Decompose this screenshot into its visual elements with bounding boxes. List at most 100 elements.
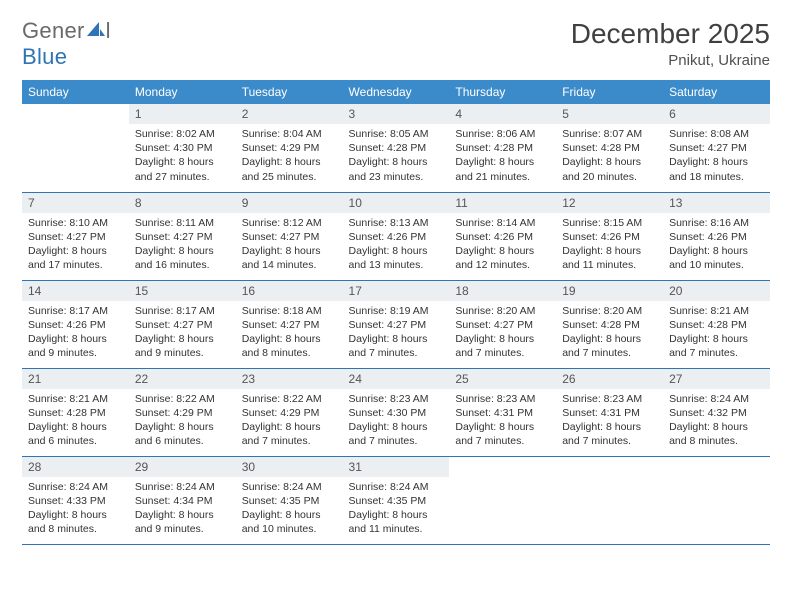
weekday-header: Tuesday [236, 80, 343, 104]
sunset-line: Sunset: 4:27 PM [242, 318, 337, 332]
daylight-line: and 11 minutes. [562, 258, 657, 272]
calendar-day-cell: 28Sunrise: 8:24 AMSunset: 4:33 PMDayligh… [22, 456, 129, 544]
daylight-line: Daylight: 8 hours [242, 508, 337, 522]
day-number: 14 [22, 281, 129, 301]
day-body: Sunrise: 8:07 AMSunset: 4:28 PMDaylight:… [556, 124, 663, 188]
sunset-line: Sunset: 4:30 PM [349, 406, 444, 420]
weekday-header: Thursday [449, 80, 556, 104]
sunrise-line: Sunrise: 8:11 AM [135, 216, 230, 230]
calendar-week-row: 1Sunrise: 8:02 AMSunset: 4:30 PMDaylight… [22, 104, 770, 192]
sunset-line: Sunset: 4:29 PM [135, 406, 230, 420]
daylight-line: and 9 minutes. [28, 346, 123, 360]
weekday-header: Friday [556, 80, 663, 104]
day-body: Sunrise: 8:11 AMSunset: 4:27 PMDaylight:… [129, 213, 236, 277]
daylight-line: Daylight: 8 hours [349, 155, 444, 169]
daylight-line: Daylight: 8 hours [28, 332, 123, 346]
sunrise-line: Sunrise: 8:20 AM [455, 304, 550, 318]
day-body: Sunrise: 8:15 AMSunset: 4:26 PMDaylight:… [556, 213, 663, 277]
sunrise-line: Sunrise: 8:22 AM [135, 392, 230, 406]
weekday-header: Monday [129, 80, 236, 104]
day-number: 6 [663, 104, 770, 124]
day-number: 21 [22, 369, 129, 389]
daylight-line: and 16 minutes. [135, 258, 230, 272]
day-number: 16 [236, 281, 343, 301]
sunrise-line: Sunrise: 8:15 AM [562, 216, 657, 230]
day-body: Sunrise: 8:21 AMSunset: 4:28 PMDaylight:… [663, 301, 770, 365]
day-number: 29 [129, 457, 236, 477]
calendar-day-cell: 19Sunrise: 8:20 AMSunset: 4:28 PMDayligh… [556, 280, 663, 368]
day-number: 12 [556, 193, 663, 213]
sunrise-line: Sunrise: 8:18 AM [242, 304, 337, 318]
sunset-line: Sunset: 4:28 PM [669, 318, 764, 332]
day-number: 11 [449, 193, 556, 213]
sunset-line: Sunset: 4:28 PM [562, 141, 657, 155]
daylight-line: and 10 minutes. [242, 522, 337, 536]
sunset-line: Sunset: 4:30 PM [135, 141, 230, 155]
day-number: 24 [343, 369, 450, 389]
day-number-empty [663, 457, 770, 477]
day-number: 13 [663, 193, 770, 213]
daylight-line: Daylight: 8 hours [349, 244, 444, 258]
sunrise-line: Sunrise: 8:23 AM [562, 392, 657, 406]
day-number: 20 [663, 281, 770, 301]
sunrise-line: Sunrise: 8:12 AM [242, 216, 337, 230]
calendar-day-cell: 29Sunrise: 8:24 AMSunset: 4:34 PMDayligh… [129, 456, 236, 544]
sunrise-line: Sunrise: 8:22 AM [242, 392, 337, 406]
calendar-day-cell: 15Sunrise: 8:17 AMSunset: 4:27 PMDayligh… [129, 280, 236, 368]
sunset-line: Sunset: 4:29 PM [242, 141, 337, 155]
daylight-line: and 6 minutes. [28, 434, 123, 448]
calendar-day-cell: 7Sunrise: 8:10 AMSunset: 4:27 PMDaylight… [22, 192, 129, 280]
day-body: Sunrise: 8:14 AMSunset: 4:26 PMDaylight:… [449, 213, 556, 277]
day-number-empty [556, 457, 663, 477]
day-number: 25 [449, 369, 556, 389]
day-number: 10 [343, 193, 450, 213]
calendar-day-cell: 26Sunrise: 8:23 AMSunset: 4:31 PMDayligh… [556, 368, 663, 456]
sunrise-line: Sunrise: 8:07 AM [562, 127, 657, 141]
day-body: Sunrise: 8:16 AMSunset: 4:26 PMDaylight:… [663, 213, 770, 277]
day-body: Sunrise: 8:10 AMSunset: 4:27 PMDaylight:… [22, 213, 129, 277]
sunrise-line: Sunrise: 8:24 AM [349, 480, 444, 494]
brand-logo: Generl Blue [22, 18, 111, 70]
sunset-line: Sunset: 4:32 PM [669, 406, 764, 420]
day-number: 23 [236, 369, 343, 389]
calendar-day-cell: 25Sunrise: 8:23 AMSunset: 4:31 PMDayligh… [449, 368, 556, 456]
calendar-day-cell: 30Sunrise: 8:24 AMSunset: 4:35 PMDayligh… [236, 456, 343, 544]
day-body: Sunrise: 8:22 AMSunset: 4:29 PMDaylight:… [129, 389, 236, 453]
daylight-line: Daylight: 8 hours [455, 332, 550, 346]
calendar-day-cell [22, 104, 129, 192]
sunrise-line: Sunrise: 8:24 AM [669, 392, 764, 406]
day-body: Sunrise: 8:08 AMSunset: 4:27 PMDaylight:… [663, 124, 770, 188]
daylight-line: and 9 minutes. [135, 346, 230, 360]
daylight-line: and 14 minutes. [242, 258, 337, 272]
day-number-empty [449, 457, 556, 477]
sunset-line: Sunset: 4:28 PM [455, 141, 550, 155]
daylight-line: Daylight: 8 hours [28, 420, 123, 434]
sunrise-line: Sunrise: 8:21 AM [28, 392, 123, 406]
sunset-line: Sunset: 4:28 PM [562, 318, 657, 332]
weekday-header: Saturday [663, 80, 770, 104]
sunset-line: Sunset: 4:27 PM [135, 230, 230, 244]
sail-icon [87, 18, 105, 44]
daylight-line: and 27 minutes. [135, 170, 230, 184]
daylight-line: Daylight: 8 hours [562, 420, 657, 434]
daylight-line: Daylight: 8 hours [562, 332, 657, 346]
daylight-line: and 7 minutes. [455, 346, 550, 360]
calendar-day-cell: 13Sunrise: 8:16 AMSunset: 4:26 PMDayligh… [663, 192, 770, 280]
day-body: Sunrise: 8:24 AMSunset: 4:33 PMDaylight:… [22, 477, 129, 541]
daylight-line: Daylight: 8 hours [455, 420, 550, 434]
sunset-line: Sunset: 4:26 PM [455, 230, 550, 244]
day-body: Sunrise: 8:24 AMSunset: 4:35 PMDaylight:… [236, 477, 343, 541]
sunset-line: Sunset: 4:26 PM [562, 230, 657, 244]
daylight-line: Daylight: 8 hours [349, 508, 444, 522]
calendar-day-cell: 22Sunrise: 8:22 AMSunset: 4:29 PMDayligh… [129, 368, 236, 456]
day-body: Sunrise: 8:17 AMSunset: 4:27 PMDaylight:… [129, 301, 236, 365]
calendar-day-cell: 31Sunrise: 8:24 AMSunset: 4:35 PMDayligh… [343, 456, 450, 544]
calendar-day-cell: 18Sunrise: 8:20 AMSunset: 4:27 PMDayligh… [449, 280, 556, 368]
daylight-line: Daylight: 8 hours [669, 155, 764, 169]
daylight-line: and 11 minutes. [349, 522, 444, 536]
daylight-line: and 7 minutes. [349, 346, 444, 360]
sunset-line: Sunset: 4:34 PM [135, 494, 230, 508]
daylight-line: and 9 minutes. [135, 522, 230, 536]
day-body: Sunrise: 8:05 AMSunset: 4:28 PMDaylight:… [343, 124, 450, 188]
sunset-line: Sunset: 4:33 PM [28, 494, 123, 508]
